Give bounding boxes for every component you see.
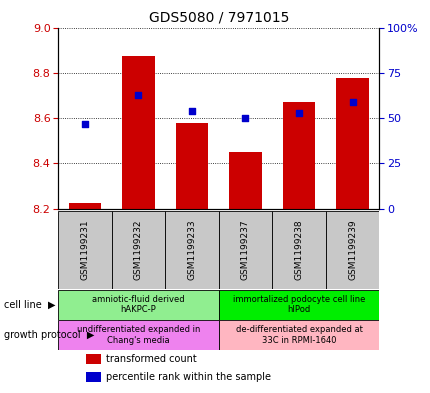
Bar [325,211,378,289]
Bar [336,79,368,209]
Text: GSM1199233: GSM1199233 [187,220,196,280]
Text: percentile rank within the sample: percentile rank within the sample [105,373,270,382]
Bar [272,211,325,289]
Text: undifferentiated expanded in
Chang's media: undifferentiated expanded in Chang's med… [77,325,200,345]
Text: GSM1199239: GSM1199239 [347,220,356,280]
Point [188,108,195,114]
Bar [283,102,314,209]
Bar [58,320,218,350]
Bar [218,211,272,289]
Bar [86,354,101,364]
Text: de-differentiated expanded at
33C in RPMI-1640: de-differentiated expanded at 33C in RPM… [235,325,362,345]
Text: immortalized podocyte cell line
hIPod: immortalized podocyte cell line hIPod [232,295,364,314]
Text: amniotic-fluid derived
hAKPC-P: amniotic-fluid derived hAKPC-P [92,295,184,314]
Bar [175,123,208,209]
Text: growth protocol  ▶: growth protocol ▶ [4,330,95,340]
Bar [86,373,101,382]
Bar [58,211,111,289]
Text: GSM1199231: GSM1199231 [80,220,89,280]
Point [348,99,355,105]
Point [295,110,302,116]
Point [135,92,141,98]
Bar [69,203,101,209]
Bar [165,211,218,289]
Bar [58,290,218,320]
Text: GSM1199238: GSM1199238 [294,220,303,280]
Text: GSM1199237: GSM1199237 [240,220,249,280]
Point [242,115,249,121]
Bar [122,56,154,209]
Bar [111,211,165,289]
Point [81,120,88,127]
Bar [218,320,378,350]
Bar [218,290,378,320]
Title: GDS5080 / 7971015: GDS5080 / 7971015 [148,11,288,25]
Bar [229,152,261,209]
Text: GSM1199232: GSM1199232 [134,220,143,280]
Text: transformed count: transformed count [105,354,196,364]
Text: cell line  ▶: cell line ▶ [4,300,55,310]
